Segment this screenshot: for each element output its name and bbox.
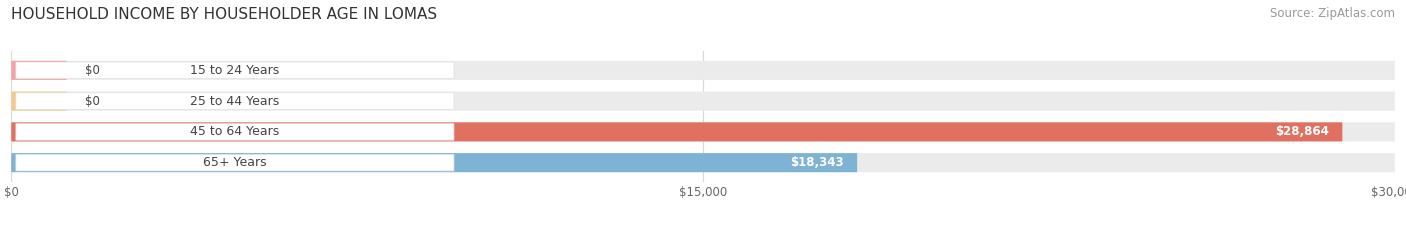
Text: 65+ Years: 65+ Years xyxy=(202,156,267,169)
Text: HOUSEHOLD INCOME BY HOUSEHOLDER AGE IN LOMAS: HOUSEHOLD INCOME BY HOUSEHOLDER AGE IN L… xyxy=(11,7,437,22)
FancyBboxPatch shape xyxy=(15,123,454,140)
FancyBboxPatch shape xyxy=(11,92,1395,111)
Text: $0: $0 xyxy=(84,64,100,77)
FancyBboxPatch shape xyxy=(11,122,1395,141)
Text: 15 to 24 Years: 15 to 24 Years xyxy=(190,64,280,77)
Text: 45 to 64 Years: 45 to 64 Years xyxy=(190,125,280,138)
FancyBboxPatch shape xyxy=(11,153,858,172)
FancyBboxPatch shape xyxy=(11,61,1395,80)
FancyBboxPatch shape xyxy=(11,92,66,111)
Text: $0: $0 xyxy=(84,95,100,108)
Text: $28,864: $28,864 xyxy=(1275,125,1329,138)
FancyBboxPatch shape xyxy=(11,153,1395,172)
FancyBboxPatch shape xyxy=(15,62,454,79)
FancyBboxPatch shape xyxy=(15,154,454,171)
FancyBboxPatch shape xyxy=(15,93,454,110)
FancyBboxPatch shape xyxy=(11,61,66,80)
Text: 25 to 44 Years: 25 to 44 Years xyxy=(190,95,280,108)
Text: $18,343: $18,343 xyxy=(790,156,844,169)
FancyBboxPatch shape xyxy=(11,122,1343,141)
Text: Source: ZipAtlas.com: Source: ZipAtlas.com xyxy=(1270,7,1395,20)
